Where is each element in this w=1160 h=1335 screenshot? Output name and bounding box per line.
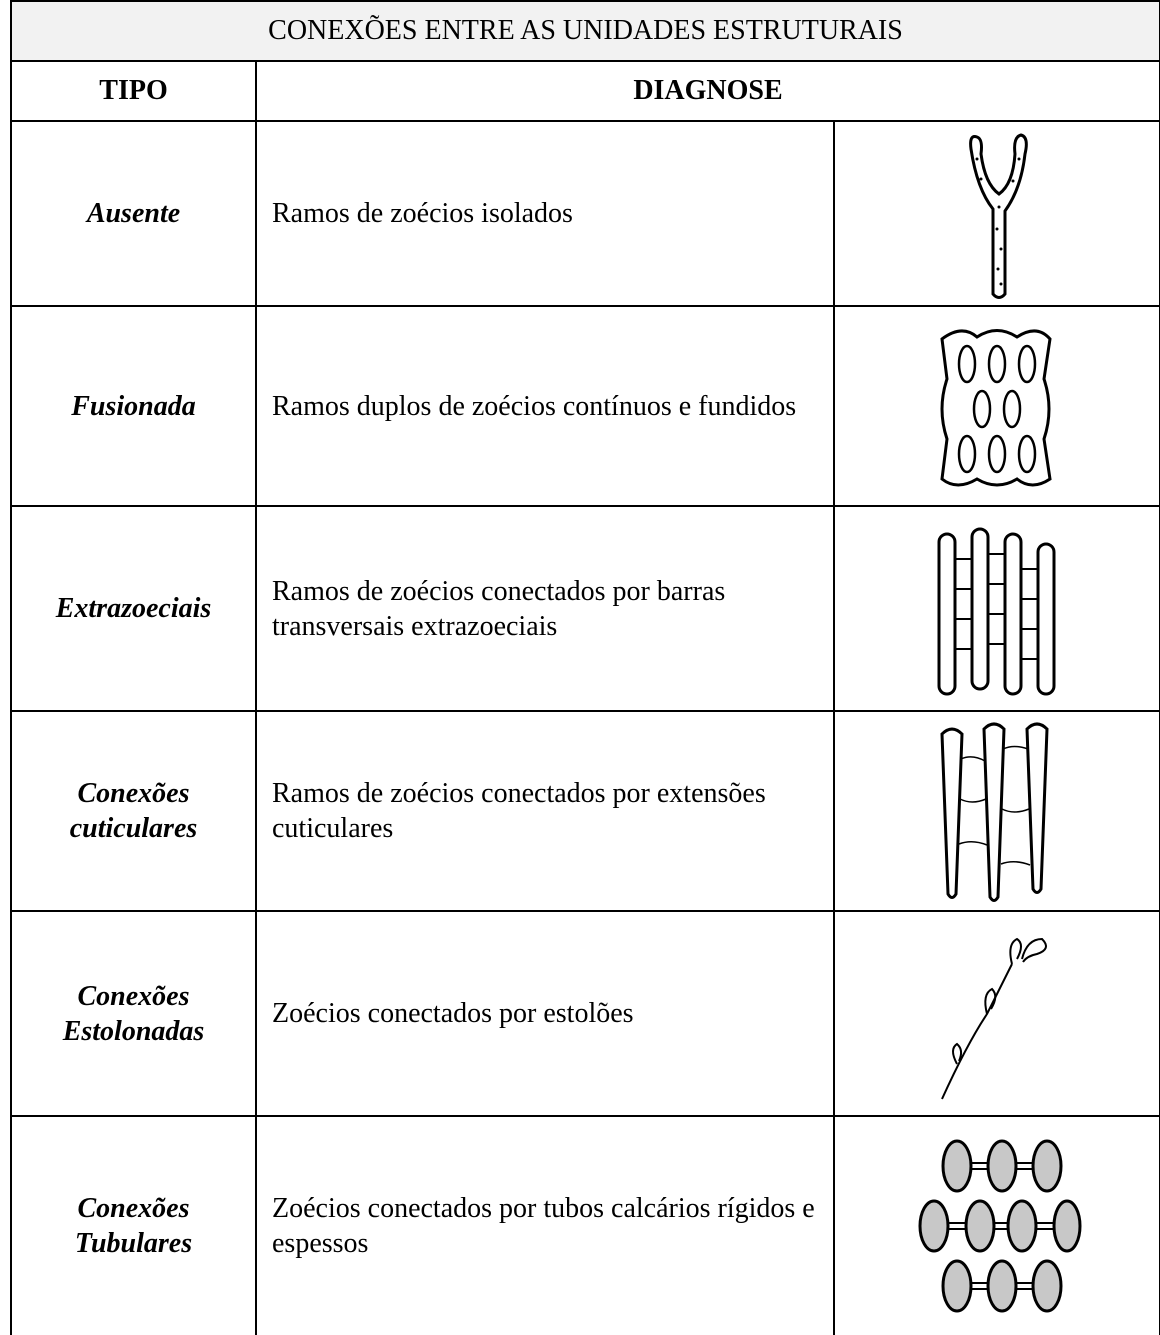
illustration-extrazoecial	[937, 527, 1056, 695]
row-type: Extrazoeciais	[10, 505, 257, 712]
row-type: Conexões Tubulares	[10, 1115, 257, 1335]
row-type: Conexões Estolonadas	[10, 910, 257, 1117]
illustration-isolated	[969, 132, 1028, 299]
row-diagnosis: Ramos de zoécios conectados por barras t…	[255, 505, 835, 712]
row-diagnosis: Zoécios conectados por estolões	[255, 910, 835, 1117]
connections-table: CONEXÕES ENTRE AS UNIDADES ESTRUTURAIS T…	[10, 0, 1160, 1335]
illustration-cuticular	[940, 722, 1049, 902]
row-type: Fusionada	[10, 305, 257, 507]
row-diagnosis: Ramos de zoécios isolados	[255, 120, 835, 307]
row-diagnosis: Zoécios conectados por tubos calcários r…	[255, 1115, 835, 1335]
header-tipo: TIPO	[10, 60, 257, 122]
row-diagnosis: Ramos duplos de zoécios contínuos e fund…	[255, 305, 835, 507]
illustration-fused	[940, 328, 1052, 486]
row-type: Conexões cuticulares	[10, 710, 257, 912]
row-diagnosis: Ramos de zoécios conectados por extensõe…	[255, 710, 835, 912]
illustration-tubular	[918, 1139, 1082, 1313]
illustration-stolon	[941, 937, 1047, 1099]
table-title: CONEXÕES ENTRE AS UNIDADES ESTRUTURAIS	[10, 0, 1160, 62]
row-type: Ausente	[10, 120, 257, 307]
header-diagnose: DIAGNOSE	[255, 60, 1160, 122]
